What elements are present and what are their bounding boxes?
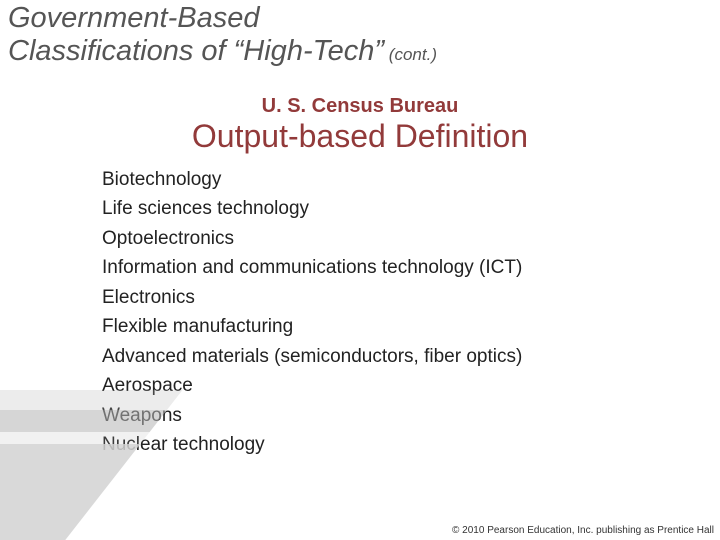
slide-title: Government-Based Classifications of “Hig… <box>8 2 608 69</box>
list-item: Weapons <box>102 401 642 430</box>
list-item: Optoelectronics <box>102 224 642 253</box>
list-item: Biotechnology <box>102 165 642 194</box>
list-item: Advanced materials (semiconductors, fibe… <box>102 342 642 371</box>
list-item: Flexible manufacturing <box>102 312 642 341</box>
subtitle-source: U. S. Census Bureau <box>0 95 720 118</box>
list-item: Aerospace <box>102 371 642 400</box>
list-item: Electronics <box>102 283 642 312</box>
definition-list: Biotechnology Life sciences technology O… <box>102 165 642 459</box>
list-item: Life sciences technology <box>102 194 642 223</box>
list-item: Information and communications technolog… <box>102 253 642 282</box>
title-line-2: Classifications of “High-Tech” (cont.) <box>8 35 608 68</box>
title-line-1: Government-Based <box>8 2 608 35</box>
copyright-footer: © 2010 Pearson Education, Inc. publishin… <box>452 525 714 536</box>
title-cont-text: (cont.) <box>384 45 437 64</box>
title-main-text: Classifications of “High-Tech” <box>8 35 384 67</box>
slide: Government-Based Classifications of “Hig… <box>0 0 720 540</box>
list-item: Nuclear technology <box>102 430 642 459</box>
subtitle-definition: Output-based Definition <box>0 118 720 155</box>
